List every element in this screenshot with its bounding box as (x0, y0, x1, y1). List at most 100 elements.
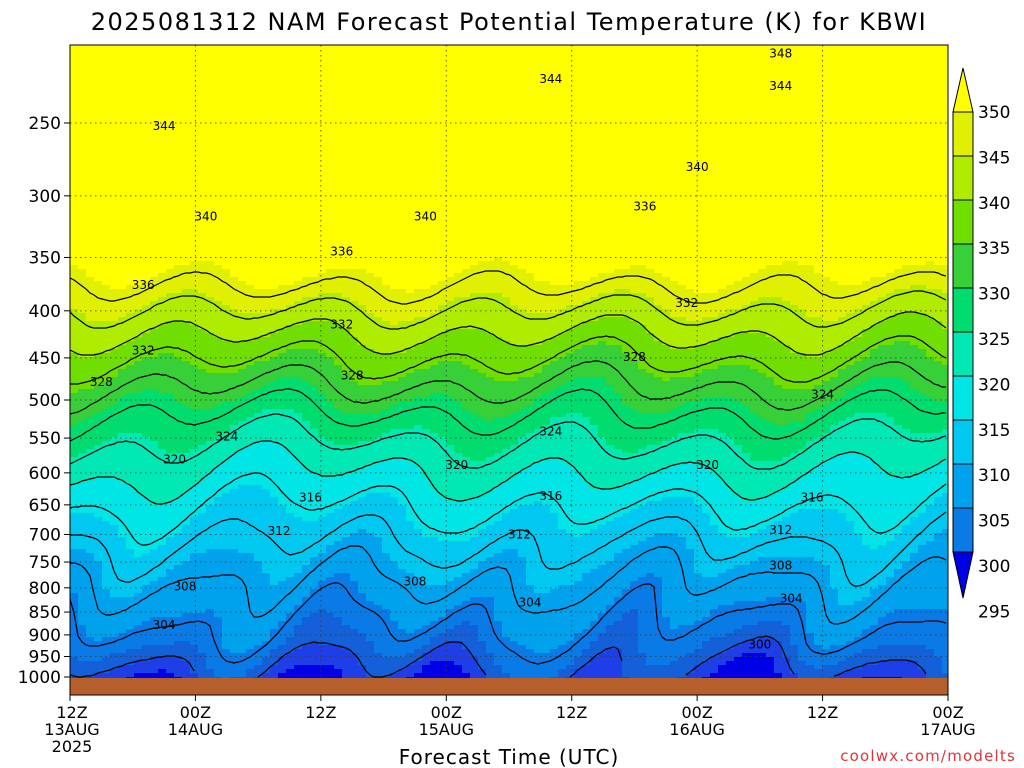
field-cell (278, 105, 287, 110)
field-cell (702, 157, 711, 162)
field-cell (878, 197, 887, 202)
field-cell (350, 73, 359, 78)
field-cell (262, 113, 271, 118)
field-cell (894, 153, 903, 158)
field-cell (550, 93, 559, 98)
field-cell (486, 137, 495, 142)
field-cell (502, 125, 511, 130)
field-cell (374, 173, 383, 178)
field-cell (494, 181, 503, 186)
field-cell (518, 53, 527, 58)
field-cell (310, 61, 319, 66)
field-cell (238, 105, 247, 110)
field-cell (430, 97, 439, 102)
field-cell (302, 85, 311, 90)
field-cell (566, 153, 575, 158)
field-cell (310, 141, 319, 146)
field-cell (406, 97, 415, 102)
field-cell (310, 161, 319, 166)
field-cell (862, 169, 871, 174)
field-cell (326, 129, 335, 134)
field-cell (134, 221, 143, 226)
field-cell (646, 85, 655, 90)
field-cell (862, 81, 871, 86)
field-cell (342, 113, 351, 118)
field-cell (526, 101, 535, 106)
field-cell (462, 117, 471, 122)
field-cell (86, 65, 95, 70)
field-cell (902, 81, 911, 86)
field-cell (862, 105, 871, 110)
field-cell (798, 117, 807, 122)
field-cell (622, 77, 631, 82)
field-cell (190, 137, 199, 142)
field-cell (230, 73, 239, 78)
field-cell (478, 193, 487, 198)
field-cell (934, 193, 943, 198)
field-cell (486, 197, 495, 202)
field-cell (806, 125, 815, 130)
field-cell (374, 93, 383, 98)
field-cell (918, 129, 927, 134)
field-cell (142, 213, 151, 218)
field-cell (454, 49, 463, 54)
field-cell (854, 101, 863, 106)
field-cell (622, 117, 631, 122)
field-cell (526, 81, 535, 86)
field-cell (470, 221, 479, 226)
field-cell (398, 161, 407, 166)
field-cell (454, 193, 463, 198)
field-cell (558, 169, 567, 174)
field-cell (478, 93, 487, 98)
field-cell (526, 161, 535, 166)
field-cell (502, 141, 511, 146)
field-cell (646, 213, 655, 218)
field-cell (694, 77, 703, 82)
field-cell (398, 117, 407, 122)
field-cell (902, 193, 911, 198)
field-cell (502, 101, 511, 106)
field-cell (334, 201, 343, 206)
field-cell (502, 197, 511, 202)
field-cell (806, 117, 815, 122)
field-cell (350, 177, 359, 182)
field-cell (494, 137, 503, 142)
field-cell (934, 177, 943, 182)
field-cell (270, 145, 279, 150)
field-cell (262, 209, 271, 214)
field-cell (726, 77, 735, 82)
field-cell (174, 149, 183, 154)
field-cell (878, 105, 887, 110)
field-cell (206, 153, 215, 158)
field-cell (190, 177, 199, 182)
field-cell (550, 65, 559, 70)
field-cell (78, 165, 87, 170)
field-cell (478, 161, 487, 166)
field-cell (614, 165, 623, 170)
field-cell (446, 57, 455, 62)
field-cell (294, 109, 303, 114)
field-cell (302, 209, 311, 214)
field-cell (806, 201, 815, 206)
field-cell (806, 73, 815, 78)
field-cell (926, 137, 935, 142)
field-cell (182, 161, 191, 166)
field-cell (542, 125, 551, 130)
field-cell (238, 133, 247, 138)
field-cell (670, 153, 679, 158)
field-cell (870, 129, 879, 134)
field-cell (686, 77, 695, 82)
field-cell (398, 77, 407, 82)
field-cell (422, 189, 431, 194)
field-cell (222, 85, 231, 90)
field-cell (534, 169, 543, 174)
field-cell (926, 193, 935, 198)
field-cell (182, 165, 191, 170)
field-cell (198, 209, 207, 214)
field-cell (750, 121, 759, 126)
field-cell (158, 73, 167, 78)
field-cell (246, 97, 255, 102)
field-cell (166, 217, 175, 222)
field-cell (246, 49, 255, 54)
field-cell (318, 117, 327, 122)
